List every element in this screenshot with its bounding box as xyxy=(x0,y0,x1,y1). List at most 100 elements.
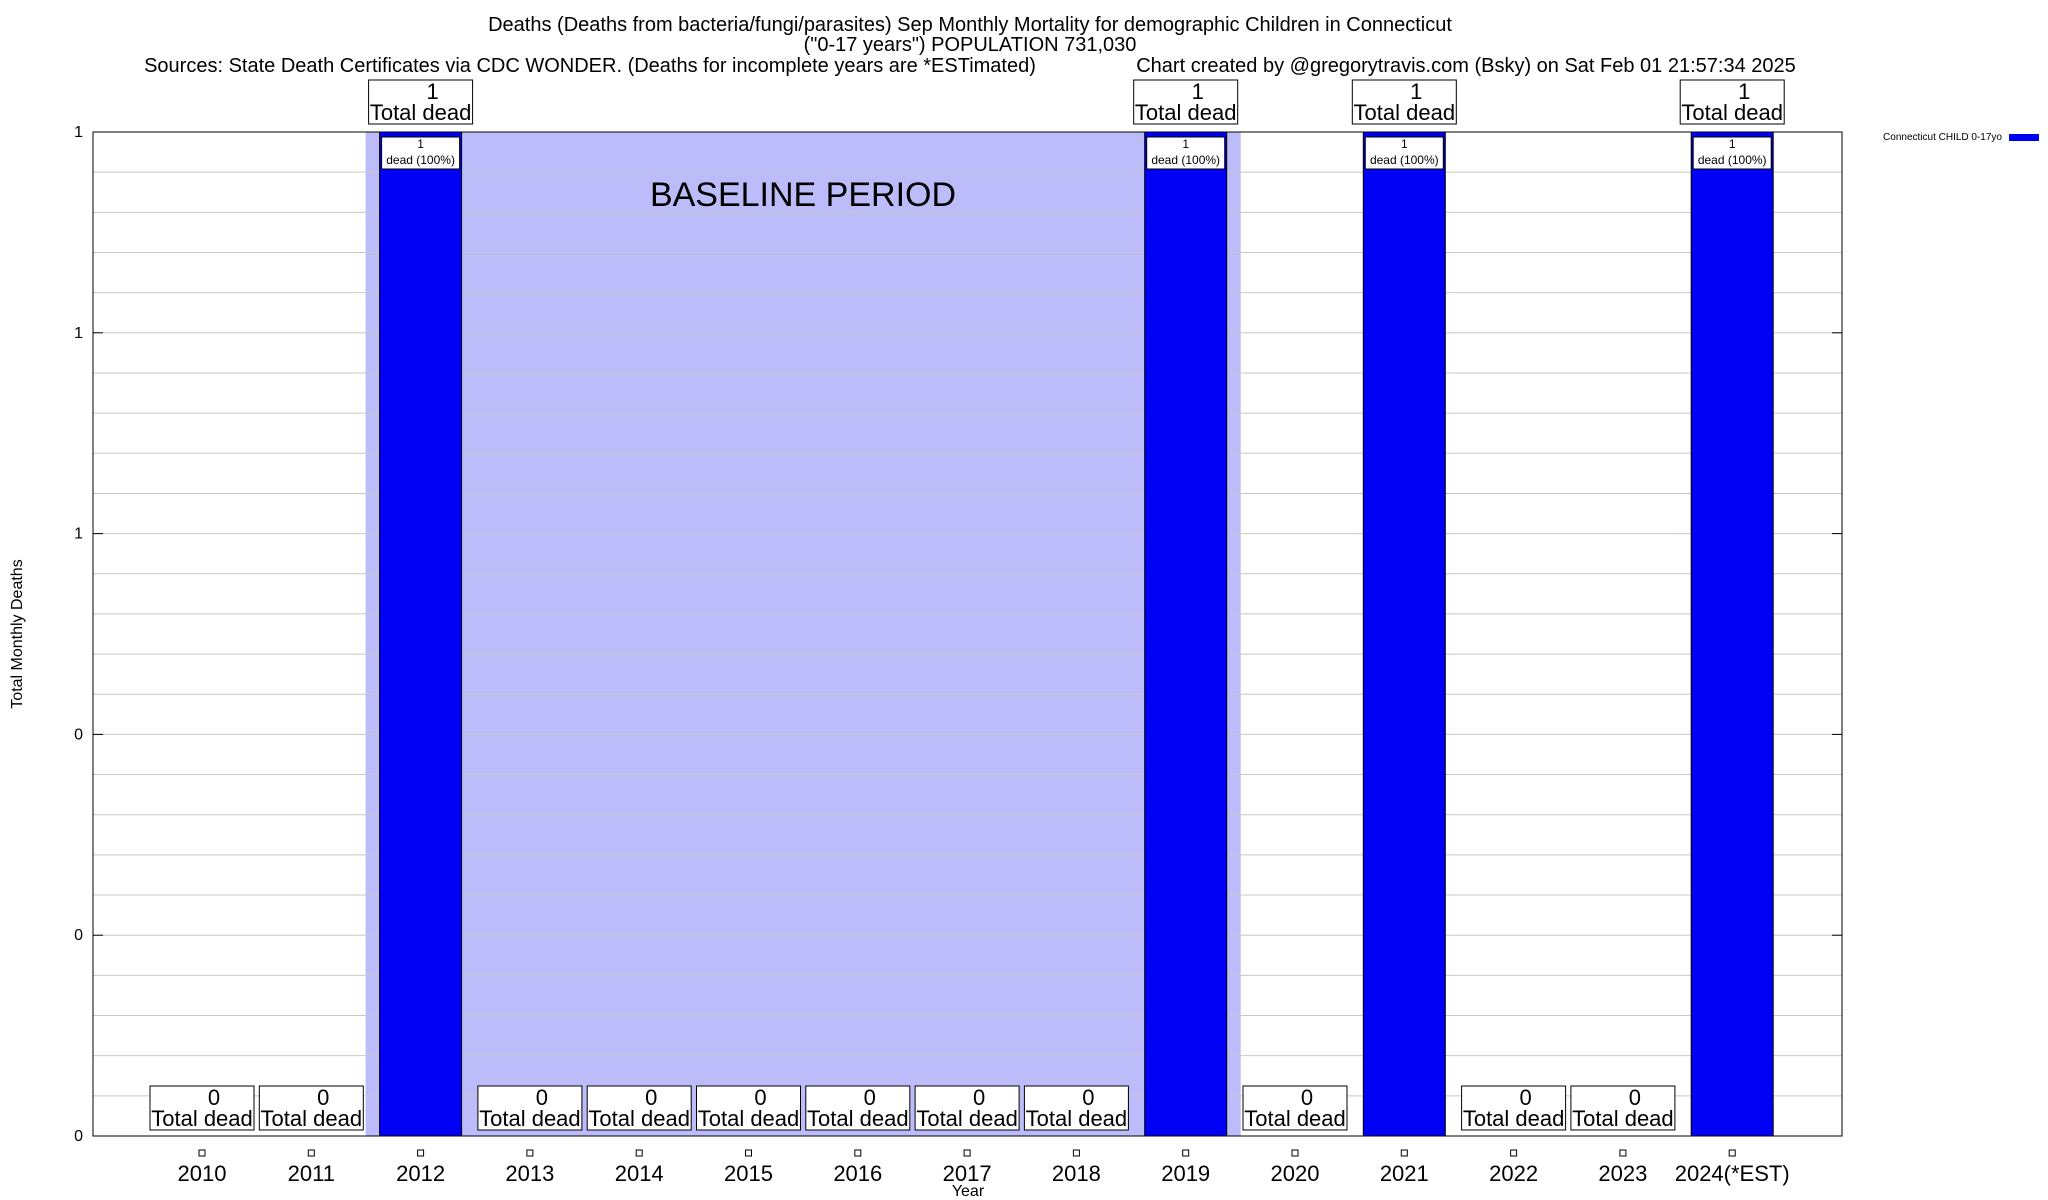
total-count-label: 1 xyxy=(1410,79,1422,104)
x-tick-marker xyxy=(963,1149,971,1157)
total-count-label: 0 xyxy=(1301,1085,1313,1110)
total-caption-label: Total dead xyxy=(698,1106,800,1131)
y-tick-label: 0 xyxy=(74,1128,83,1145)
y-tick-label: 0 xyxy=(74,726,83,743)
chart-credit: Chart created by @gregorytravis.com (Bsk… xyxy=(1136,55,1796,77)
x-tick-marker xyxy=(1619,1149,1627,1157)
total-caption-label: Total dead xyxy=(1463,1106,1565,1131)
bar-pct-label: dead (100%) xyxy=(386,153,455,167)
bar-2019 xyxy=(1144,131,1228,1137)
bar-count-label: 1 xyxy=(1729,137,1736,151)
total-label-box xyxy=(586,1085,692,1131)
x-tick-label: 2018 xyxy=(1052,1161,1101,1186)
bar-pct-box xyxy=(1692,136,1772,170)
plot-frame xyxy=(92,131,1843,1137)
total-caption-label: Total dead xyxy=(1681,100,1783,125)
x-tick-marker xyxy=(1072,1149,1080,1157)
y-tick-label: 1 xyxy=(74,526,83,543)
x-tick-marker xyxy=(307,1149,315,1157)
bar-count-label: 1 xyxy=(1182,137,1189,151)
bar-2012 xyxy=(379,131,463,1137)
total-label-box xyxy=(368,79,474,125)
total-label-box xyxy=(1461,1085,1567,1131)
total-caption-label: Total dead xyxy=(1244,1106,1346,1131)
x-tick-marker xyxy=(1400,1149,1408,1157)
total-count-label: 0 xyxy=(754,1085,766,1110)
total-count-label: 1 xyxy=(1738,79,1750,104)
bar-pct-box xyxy=(381,136,461,170)
bars xyxy=(379,131,1774,1137)
total-count-label: 0 xyxy=(1082,1085,1094,1110)
total-count-label: 1 xyxy=(1192,79,1204,104)
x-tick-marker xyxy=(745,1149,752,1157)
total-count-label: 1 xyxy=(426,79,438,104)
total-label-box xyxy=(1242,1085,1348,1131)
total-label-box xyxy=(149,1085,255,1131)
bar-pct-box xyxy=(1146,136,1226,170)
x-tick-marker xyxy=(417,1149,425,1157)
x-tick-label: 2017 xyxy=(943,1161,992,1186)
total-caption-label: Total dead xyxy=(151,1106,253,1131)
total-count-label: 0 xyxy=(973,1085,985,1110)
x-tick-label: 2020 xyxy=(1271,1161,1320,1186)
baseline-period-label: BASELINE PERIOD xyxy=(650,176,956,214)
total-caption-label: Total dead xyxy=(1026,1106,1128,1131)
legend: Connecticut CHILD 0-17yo xyxy=(1883,132,2039,143)
x-tick-label: 2014 xyxy=(615,1161,664,1186)
total-caption-label: Total dead xyxy=(370,100,472,125)
chart-subtitle: ("0-17 years") POPULATION 731,030 xyxy=(804,34,1137,56)
total-caption-label: Total dead xyxy=(1354,100,1456,125)
total-count-label: 0 xyxy=(645,1085,657,1110)
total-label-box xyxy=(1351,79,1457,125)
x-tick-marker xyxy=(1182,1149,1190,1157)
legend-swatch xyxy=(2009,134,2039,141)
total-label-box xyxy=(477,1085,583,1131)
total-count-label: 0 xyxy=(208,1085,220,1110)
x-tick-marker xyxy=(1728,1149,1736,1157)
chart-sources: Sources: State Death Certificates via CD… xyxy=(144,55,1036,77)
x-tick-label: 2022 xyxy=(1489,1161,1538,1186)
x-tick-label: 2015 xyxy=(724,1161,773,1186)
x-tick-marker xyxy=(635,1149,643,1157)
bar-2021 xyxy=(1362,131,1446,1137)
bar-pct-label: dead (100%) xyxy=(1370,153,1439,167)
baseline-period xyxy=(93,132,1842,1136)
total-label-box xyxy=(696,1085,801,1131)
x-tick-label: 2024(*EST) xyxy=(1675,1161,1790,1186)
total-count-label: 0 xyxy=(317,1085,329,1110)
y-tick-label: 1 xyxy=(74,124,83,141)
total-count-label: 0 xyxy=(536,1085,548,1110)
total-caption-label: Total dead xyxy=(807,1106,909,1131)
x-tick-marker xyxy=(854,1149,862,1157)
x-tick-label: 2013 xyxy=(505,1161,554,1186)
total-label-box xyxy=(1570,1085,1676,1131)
total-caption-label: Total dead xyxy=(1572,1106,1674,1131)
y-tick-label: 1 xyxy=(74,325,83,342)
total-label-box xyxy=(1679,79,1785,125)
x-tick-label: 2011 xyxy=(288,1161,335,1186)
total-label-box xyxy=(258,1085,364,1131)
y-tick-label: 0 xyxy=(74,927,83,944)
x-tick-label: 2021 xyxy=(1380,1161,1429,1186)
bar-pct-label: dead (100%) xyxy=(1151,153,1220,167)
x-tick-marker xyxy=(1510,1149,1518,1157)
x-tick-marker xyxy=(1291,1149,1299,1157)
total-caption-label: Total dead xyxy=(916,1106,1018,1131)
axes: 0 0 0 1 1 1 2010 2011 2012 2013 2014 2015 2016 2017 20… xyxy=(74,124,1843,1186)
total-label-box xyxy=(805,1085,911,1131)
total-caption-label: Total dead xyxy=(261,1106,363,1131)
bar-count-label: 1 xyxy=(417,137,424,151)
total-label-box xyxy=(914,1085,1020,1131)
total-label-box xyxy=(1133,79,1239,125)
legend-label: Connecticut CHILD 0-17yo xyxy=(1883,132,2002,143)
x-tick-marker xyxy=(198,1149,206,1157)
total-count-label: 0 xyxy=(1629,1085,1641,1110)
bar-pct-label: dead (100%) xyxy=(1698,153,1767,167)
x-tick-label: 2016 xyxy=(833,1161,882,1186)
y-axis-title: Total Monthly Deaths xyxy=(9,559,26,708)
x-tick-marker xyxy=(526,1149,534,1157)
x-tick-label: 2010 xyxy=(178,1161,227,1186)
bar-2024(*EST) xyxy=(1690,131,1774,1137)
